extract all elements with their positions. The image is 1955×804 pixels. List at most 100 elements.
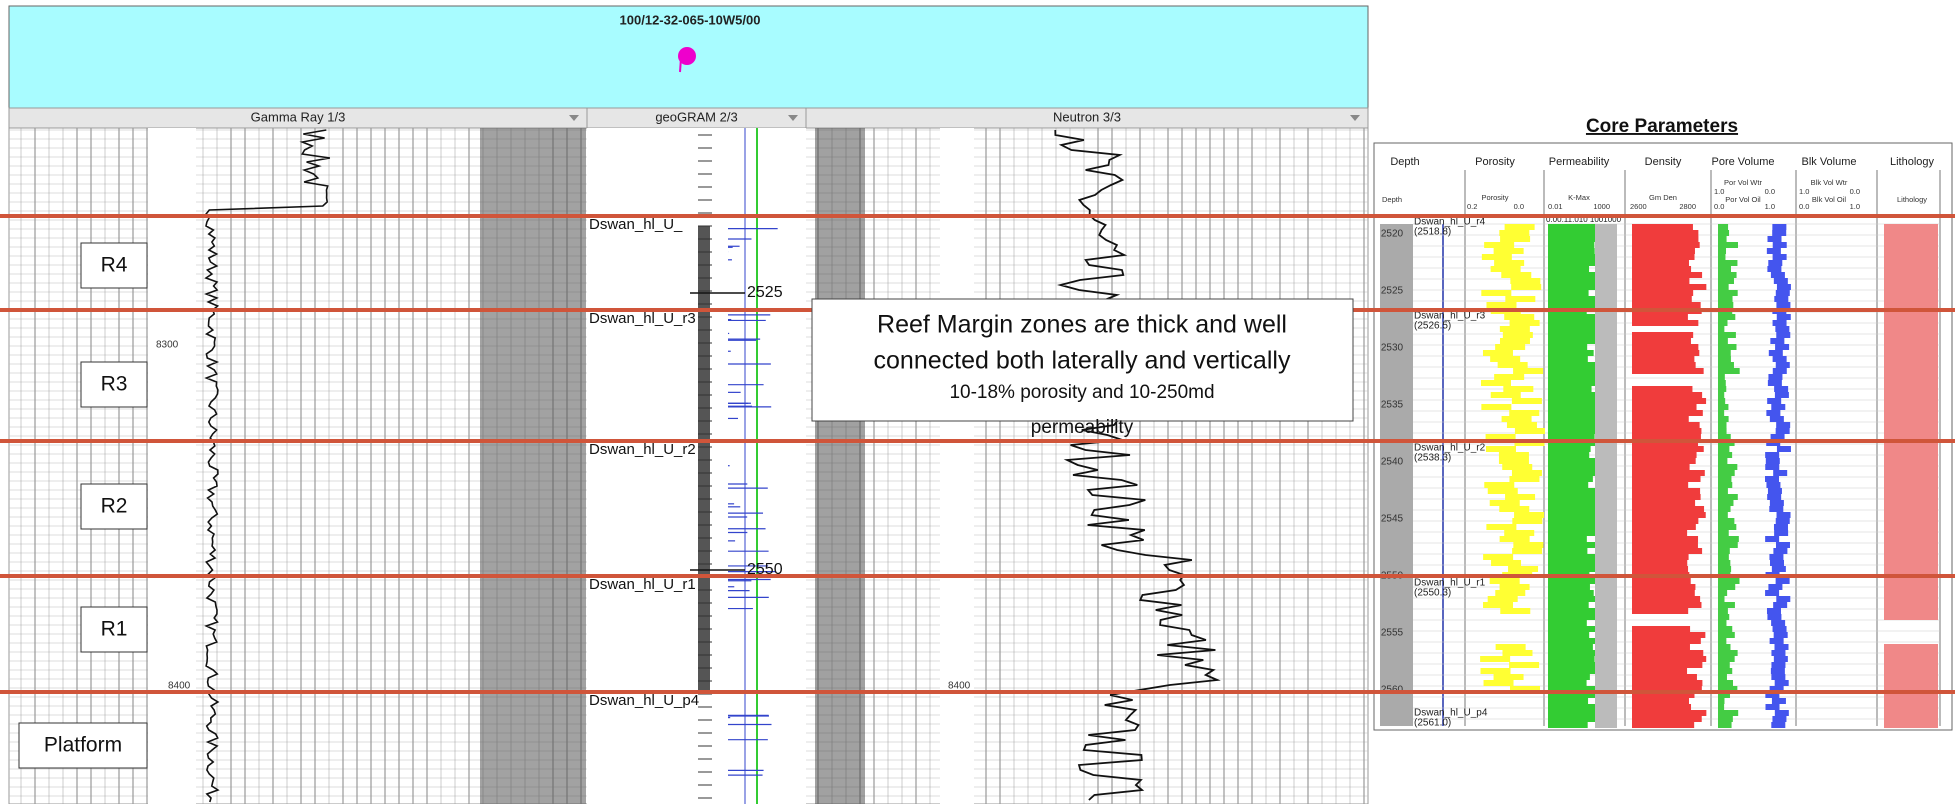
density-fill (1632, 566, 1688, 572)
lithology (1884, 644, 1938, 650)
density-fill (1632, 464, 1690, 470)
lithology (1884, 518, 1938, 524)
pore-wtr (1768, 260, 1782, 266)
pore-wtr (1769, 506, 1783, 512)
lithology (1884, 404, 1938, 410)
lithology (1884, 224, 1938, 230)
lithology (1884, 680, 1938, 686)
porosity-fill (1510, 278, 1540, 284)
porosity-fill (1509, 476, 1539, 482)
pore-oil (1718, 608, 1728, 614)
lithology (1884, 554, 1938, 560)
core-column: Porosity (1475, 156, 1515, 168)
pore-wtr (1771, 620, 1785, 626)
zone-label: Platform (44, 734, 122, 757)
perm-fill (1548, 374, 1602, 380)
track-title: geoGRAM 2/3 (655, 109, 737, 124)
density-fill (1632, 590, 1695, 596)
lithology (1884, 362, 1938, 368)
zone-label: R2 (101, 495, 128, 518)
lithology (1884, 674, 1938, 680)
perm-fill (1548, 386, 1592, 392)
pore-oil (1718, 446, 1729, 452)
perm-fill (1548, 314, 1603, 320)
lithology (1884, 392, 1938, 398)
perm-grey (1595, 350, 1617, 356)
perm-grey (1595, 710, 1617, 716)
pore-oil (1718, 464, 1737, 470)
lithology (1884, 338, 1938, 344)
porosity-fill (1490, 500, 1520, 506)
perm-fill (1548, 392, 1602, 398)
pore-oil (1718, 500, 1733, 506)
pore-wtr (1771, 722, 1785, 728)
core-subhead: Depth (1382, 195, 1402, 204)
density-fill (1632, 644, 1690, 650)
white-strip (148, 128, 196, 804)
density-fill (1632, 488, 1700, 494)
density-fill (1632, 242, 1700, 248)
perm-grey (1595, 392, 1617, 398)
perm-fill (1548, 680, 1587, 686)
pore-wtr (1765, 476, 1779, 482)
lithology (1884, 596, 1938, 602)
pore-wtr (1777, 284, 1791, 290)
pore-wtr (1774, 530, 1788, 536)
perm-fill (1548, 296, 1600, 302)
perm-grey (1595, 488, 1617, 494)
perm-grey (1595, 560, 1617, 566)
pore-wtr (1770, 638, 1784, 644)
density-fill (1632, 446, 1704, 452)
pore-oil (1718, 596, 1725, 602)
pore-oil (1718, 548, 1730, 554)
porosity-fill (1483, 554, 1513, 560)
perm-fill (1548, 602, 1589, 608)
core-column: Blk Volume (1801, 156, 1856, 168)
perm-fill (1548, 446, 1591, 452)
porosity-fill (1491, 266, 1521, 272)
perm-grey (1595, 704, 1617, 710)
core-subhead: 0.0 (1799, 202, 1809, 211)
perm-grey (1595, 602, 1617, 608)
core-top-depth: (2526.5) (1414, 321, 1451, 332)
density-fill (1632, 656, 1706, 662)
perm-fill (1548, 710, 1603, 716)
porosity-fill (1495, 344, 1525, 350)
perm-grey (1595, 494, 1617, 500)
perm-fill (1548, 368, 1598, 374)
perm-grey (1595, 422, 1617, 428)
perm-grey (1595, 566, 1617, 572)
perm-fill (1548, 656, 1595, 662)
lithology (1884, 506, 1938, 512)
perm-grey (1595, 554, 1617, 560)
lithology (1884, 584, 1938, 590)
lithology (1884, 566, 1938, 572)
perm-grey (1595, 386, 1617, 392)
perm-fill (1548, 620, 1587, 626)
pore-oil (1718, 368, 1740, 374)
depth-mark: 8400 (168, 681, 191, 692)
density-fill (1632, 338, 1691, 344)
pore-wtr (1768, 374, 1782, 380)
density-fill (1632, 554, 1689, 560)
lithology (1884, 536, 1938, 542)
pore-wtr (1766, 458, 1780, 464)
porosity-fill (1500, 536, 1530, 542)
perm-grey (1595, 296, 1617, 302)
porosity-fill (1512, 470, 1542, 476)
density-fill (1632, 704, 1691, 710)
pore-wtr (1775, 392, 1789, 398)
density-fill (1632, 524, 1696, 530)
pore-wtr (1776, 518, 1790, 524)
perm-fill (1548, 590, 1594, 596)
perm-grey (1595, 674, 1617, 680)
perm-grey (1595, 476, 1617, 482)
porosity-fill (1505, 224, 1535, 230)
density-fill (1632, 452, 1697, 458)
density-fill (1632, 320, 1698, 326)
pore-oil (1718, 314, 1735, 320)
core-subhead: 1.0 (1765, 202, 1775, 211)
density-fill (1632, 476, 1701, 482)
density-fill (1632, 344, 1698, 350)
lithology (1884, 380, 1938, 386)
